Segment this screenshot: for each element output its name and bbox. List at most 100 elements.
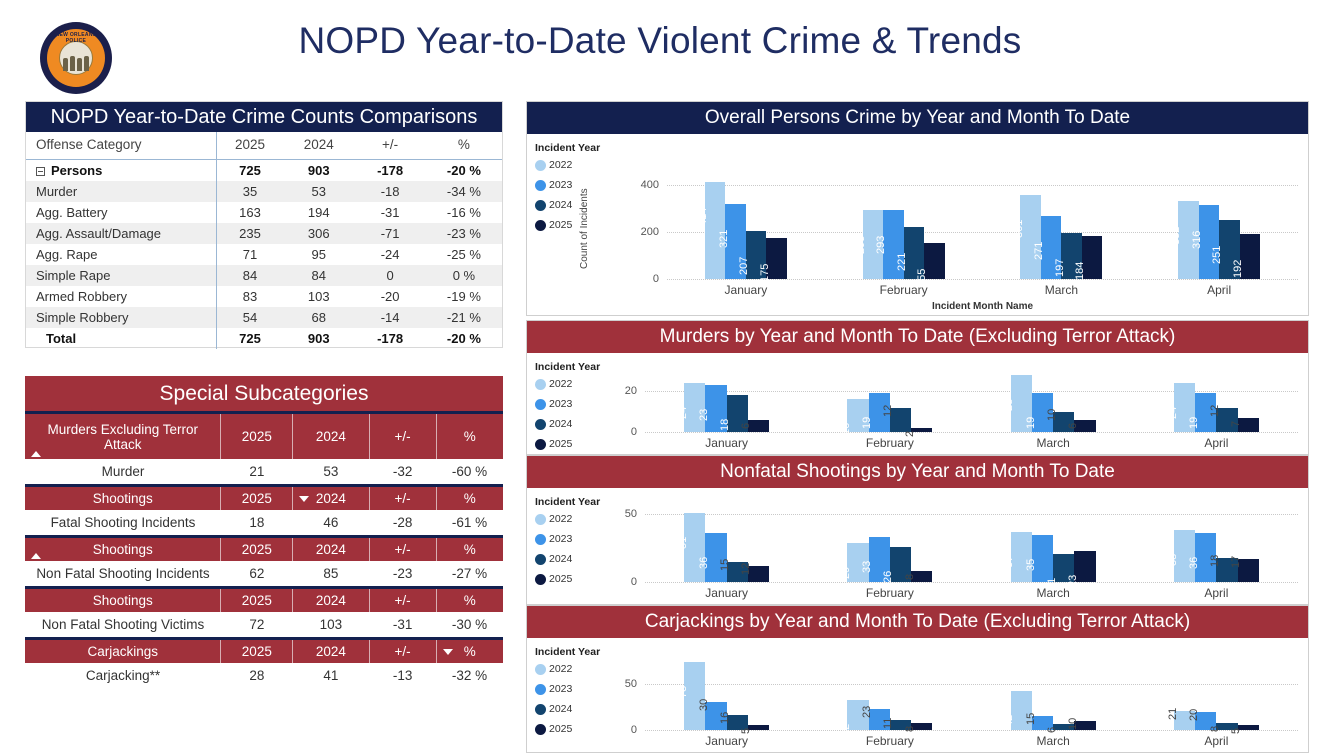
bar-january-2025[interactable]	[747, 725, 770, 730]
bar-march-2023[interactable]	[1031, 534, 1054, 582]
legend-item-2022[interactable]: 2022	[535, 663, 609, 675]
bar-march-2022[interactable]	[1010, 375, 1032, 432]
bar-january-2024[interactable]	[745, 230, 767, 279]
subcategory-col-header[interactable]: 2024	[292, 414, 370, 459]
col-pct[interactable]: %	[425, 132, 502, 160]
subcategory-col-header[interactable]: Shootings	[25, 589, 222, 612]
bar-march-2023[interactable]	[1031, 393, 1054, 432]
bar-january-2022[interactable]	[704, 182, 726, 279]
bar-april-2023[interactable]	[1198, 205, 1220, 279]
bar-march-2025[interactable]	[1074, 550, 1096, 582]
subcategory-col-header[interactable]: Murders Excluding Terror Attack	[25, 414, 222, 459]
table-row[interactable]: Simple Robbery 54 68 -14 -21 %	[26, 307, 502, 328]
bar-april-2024[interactable]	[1216, 722, 1238, 730]
bar-february-2022[interactable]	[847, 700, 869, 730]
subcategory-col-header[interactable]: 2025	[220, 487, 294, 510]
bar-april-2022[interactable]	[1173, 383, 1196, 432]
legend-item-2025[interactable]: 2025	[535, 438, 609, 450]
bar-february-2024[interactable]	[889, 407, 912, 432]
bar-march-2024[interactable]	[1061, 232, 1082, 279]
subcategory-col-header[interactable]: Shootings	[25, 538, 222, 561]
subcategory-row[interactable]: Murder 21 53 -32 -60 %	[25, 459, 503, 484]
sort-descending-icon[interactable]	[299, 495, 310, 502]
bar-january-2022[interactable]	[684, 512, 706, 582]
bar-february-2022[interactable]	[847, 542, 869, 582]
table-row[interactable]: Murder 35 53 -18 -34 %	[26, 181, 502, 202]
bar-march-2022[interactable]	[1020, 194, 1041, 279]
legend-item-2024[interactable]: 2024	[535, 199, 609, 211]
bar-march-2022[interactable]	[1010, 531, 1032, 582]
table-row[interactable]: Agg. Assault/Damage 235 306 -71 -23 %	[26, 223, 502, 244]
legend-item-2023[interactable]: 2023	[535, 683, 609, 695]
bar-february-2022[interactable]	[862, 209, 884, 279]
table-row-group-persons[interactable]: Persons 725 903 -178 -20 %	[26, 159, 502, 181]
table-row[interactable]: Agg. Battery 163 194 -31 -16 %	[26, 202, 502, 223]
col-2024[interactable]: 2024	[283, 132, 355, 160]
sort-descending-icon[interactable]	[442, 648, 453, 655]
table-row[interactable]: Armed Robbery 83 103 -20 -19 %	[26, 286, 502, 307]
bar-february-2024[interactable]	[889, 719, 912, 730]
bar-february-2025[interactable]	[911, 571, 933, 582]
bar-march-2025[interactable]	[1074, 720, 1096, 730]
legend-item-2023[interactable]: 2023	[535, 398, 609, 410]
bar-april-2022[interactable]	[1173, 530, 1196, 582]
bar-april-2022[interactable]	[1173, 710, 1196, 730]
bar-march-2023[interactable]	[1040, 215, 1062, 279]
legend-item-2025[interactable]: 2025	[535, 723, 609, 735]
legend-item-2024[interactable]: 2024	[535, 418, 609, 430]
bar-march-2024[interactable]	[1053, 411, 1075, 432]
bar-january-2024[interactable]	[726, 395, 748, 432]
subcategory-col-header[interactable]: %	[436, 487, 503, 510]
table-row[interactable]: Agg. Rape 71 95 -24 -25 %	[26, 244, 502, 265]
subcategory-col-header[interactable]: %	[436, 414, 503, 459]
bar-march-2024[interactable]	[1053, 724, 1075, 730]
bar-january-2023[interactable]	[705, 533, 727, 582]
bar-january-2023[interactable]	[705, 385, 727, 432]
bar-march-2025[interactable]	[1074, 419, 1096, 432]
table-row[interactable]: Simple Rape 84 84 0 0 %	[26, 265, 502, 286]
subcategory-col-header[interactable]: %	[436, 640, 503, 663]
subcategory-row[interactable]: Fatal Shooting Incidents 18 46 -28 -61 %	[25, 510, 503, 535]
bar-march-2025[interactable]	[1081, 235, 1103, 279]
col-2025[interactable]: 2025	[215, 132, 284, 160]
sort-ascending-icon[interactable]	[31, 451, 41, 457]
legend-item-2024[interactable]: 2024	[535, 553, 609, 565]
bar-april-2023[interactable]	[1195, 533, 1217, 582]
subcategory-col-header[interactable]: 2024	[292, 589, 370, 612]
bar-april-2024[interactable]	[1219, 220, 1240, 279]
bar-april-2024[interactable]	[1216, 557, 1238, 582]
subcategory-col-header[interactable]: Shootings	[25, 487, 222, 510]
subcategory-col-header[interactable]: 2024	[292, 487, 370, 510]
bar-april-2023[interactable]	[1195, 393, 1217, 432]
sort-ascending-icon[interactable]	[31, 553, 41, 559]
bar-january-2025[interactable]	[747, 419, 770, 432]
subcategory-col-header[interactable]: 2025	[220, 589, 294, 612]
bar-february-2023[interactable]	[868, 393, 890, 432]
bar-april-2025[interactable]	[1237, 558, 1259, 582]
subcategory-col-header[interactable]: +/-	[369, 538, 437, 561]
bar-january-2023[interactable]	[725, 203, 746, 279]
legend-item-2023[interactable]: 2023	[535, 179, 609, 191]
bar-february-2023[interactable]	[868, 537, 890, 582]
legend-item-2022[interactable]: 2022	[535, 159, 609, 171]
subcategory-col-header[interactable]: %	[436, 589, 503, 612]
bar-march-2023[interactable]	[1031, 716, 1054, 730]
bar-april-2025[interactable]	[1237, 417, 1259, 432]
legend-item-2022[interactable]: 2022	[535, 513, 609, 525]
col-offense-category[interactable]: Offense Category	[26, 132, 217, 160]
legend-item-2025[interactable]: 2025	[535, 573, 609, 585]
subcategory-row[interactable]: Non Fatal Shooting Incidents 62 85 -23 -27 %	[25, 561, 503, 586]
bar-february-2024[interactable]	[889, 546, 912, 582]
subcategory-col-header[interactable]: %	[436, 538, 503, 561]
bar-january-2025[interactable]	[747, 565, 770, 582]
bar-january-2024[interactable]	[726, 561, 748, 582]
bar-january-2023[interactable]	[705, 702, 727, 730]
bar-february-2023[interactable]	[868, 708, 890, 730]
subcategory-col-header[interactable]: +/-	[369, 589, 437, 612]
bar-march-2024[interactable]	[1053, 553, 1075, 582]
bar-february-2023[interactable]	[883, 210, 904, 279]
legend-item-2022[interactable]: 2022	[535, 378, 609, 390]
subcategory-col-header[interactable]: 2024	[292, 538, 370, 561]
bar-april-2023[interactable]	[1195, 711, 1217, 730]
bar-january-2022[interactable]	[684, 383, 706, 432]
